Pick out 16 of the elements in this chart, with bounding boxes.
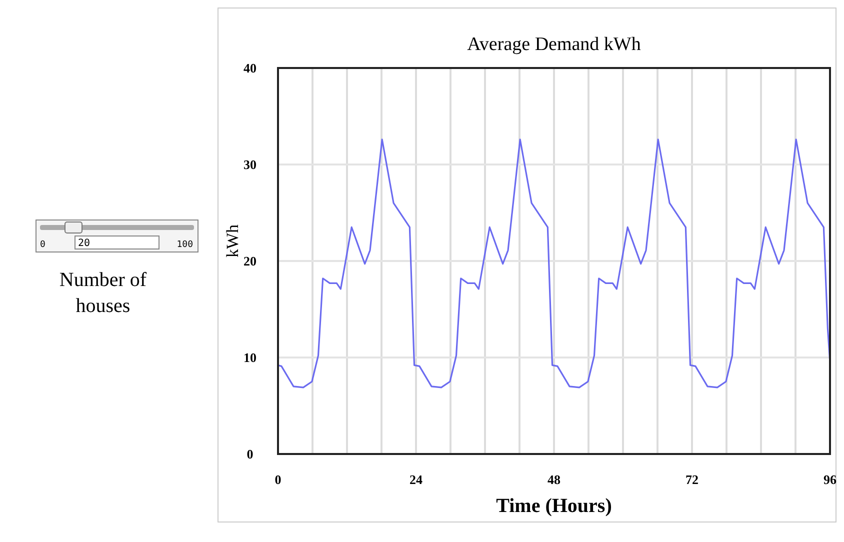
x-tick-label: 0 (274, 472, 282, 487)
y-tick-label: 40 (244, 60, 256, 76)
y-tick-label: 30 (244, 157, 256, 172)
slider: 0 20 100 (36, 220, 198, 252)
x-tick-label: 96 (824, 472, 837, 487)
text: Number of houses (59, 269, 147, 317)
y-tick-label: 20 (244, 254, 256, 269)
x-axis-title: Time (Hours) (496, 495, 612, 517)
x-tick-label: 48 (548, 472, 561, 487)
y-tick-label: 10 (244, 350, 256, 366)
x-tick-label: 72 (686, 472, 698, 487)
chart-title: Average Demand kWh (467, 34, 642, 55)
line-series (277, 138, 831, 388)
y-tick-label: 0 (246, 446, 254, 462)
y-axis-title: kWh (223, 224, 242, 258)
x-tick-label: 24 (410, 472, 423, 487)
